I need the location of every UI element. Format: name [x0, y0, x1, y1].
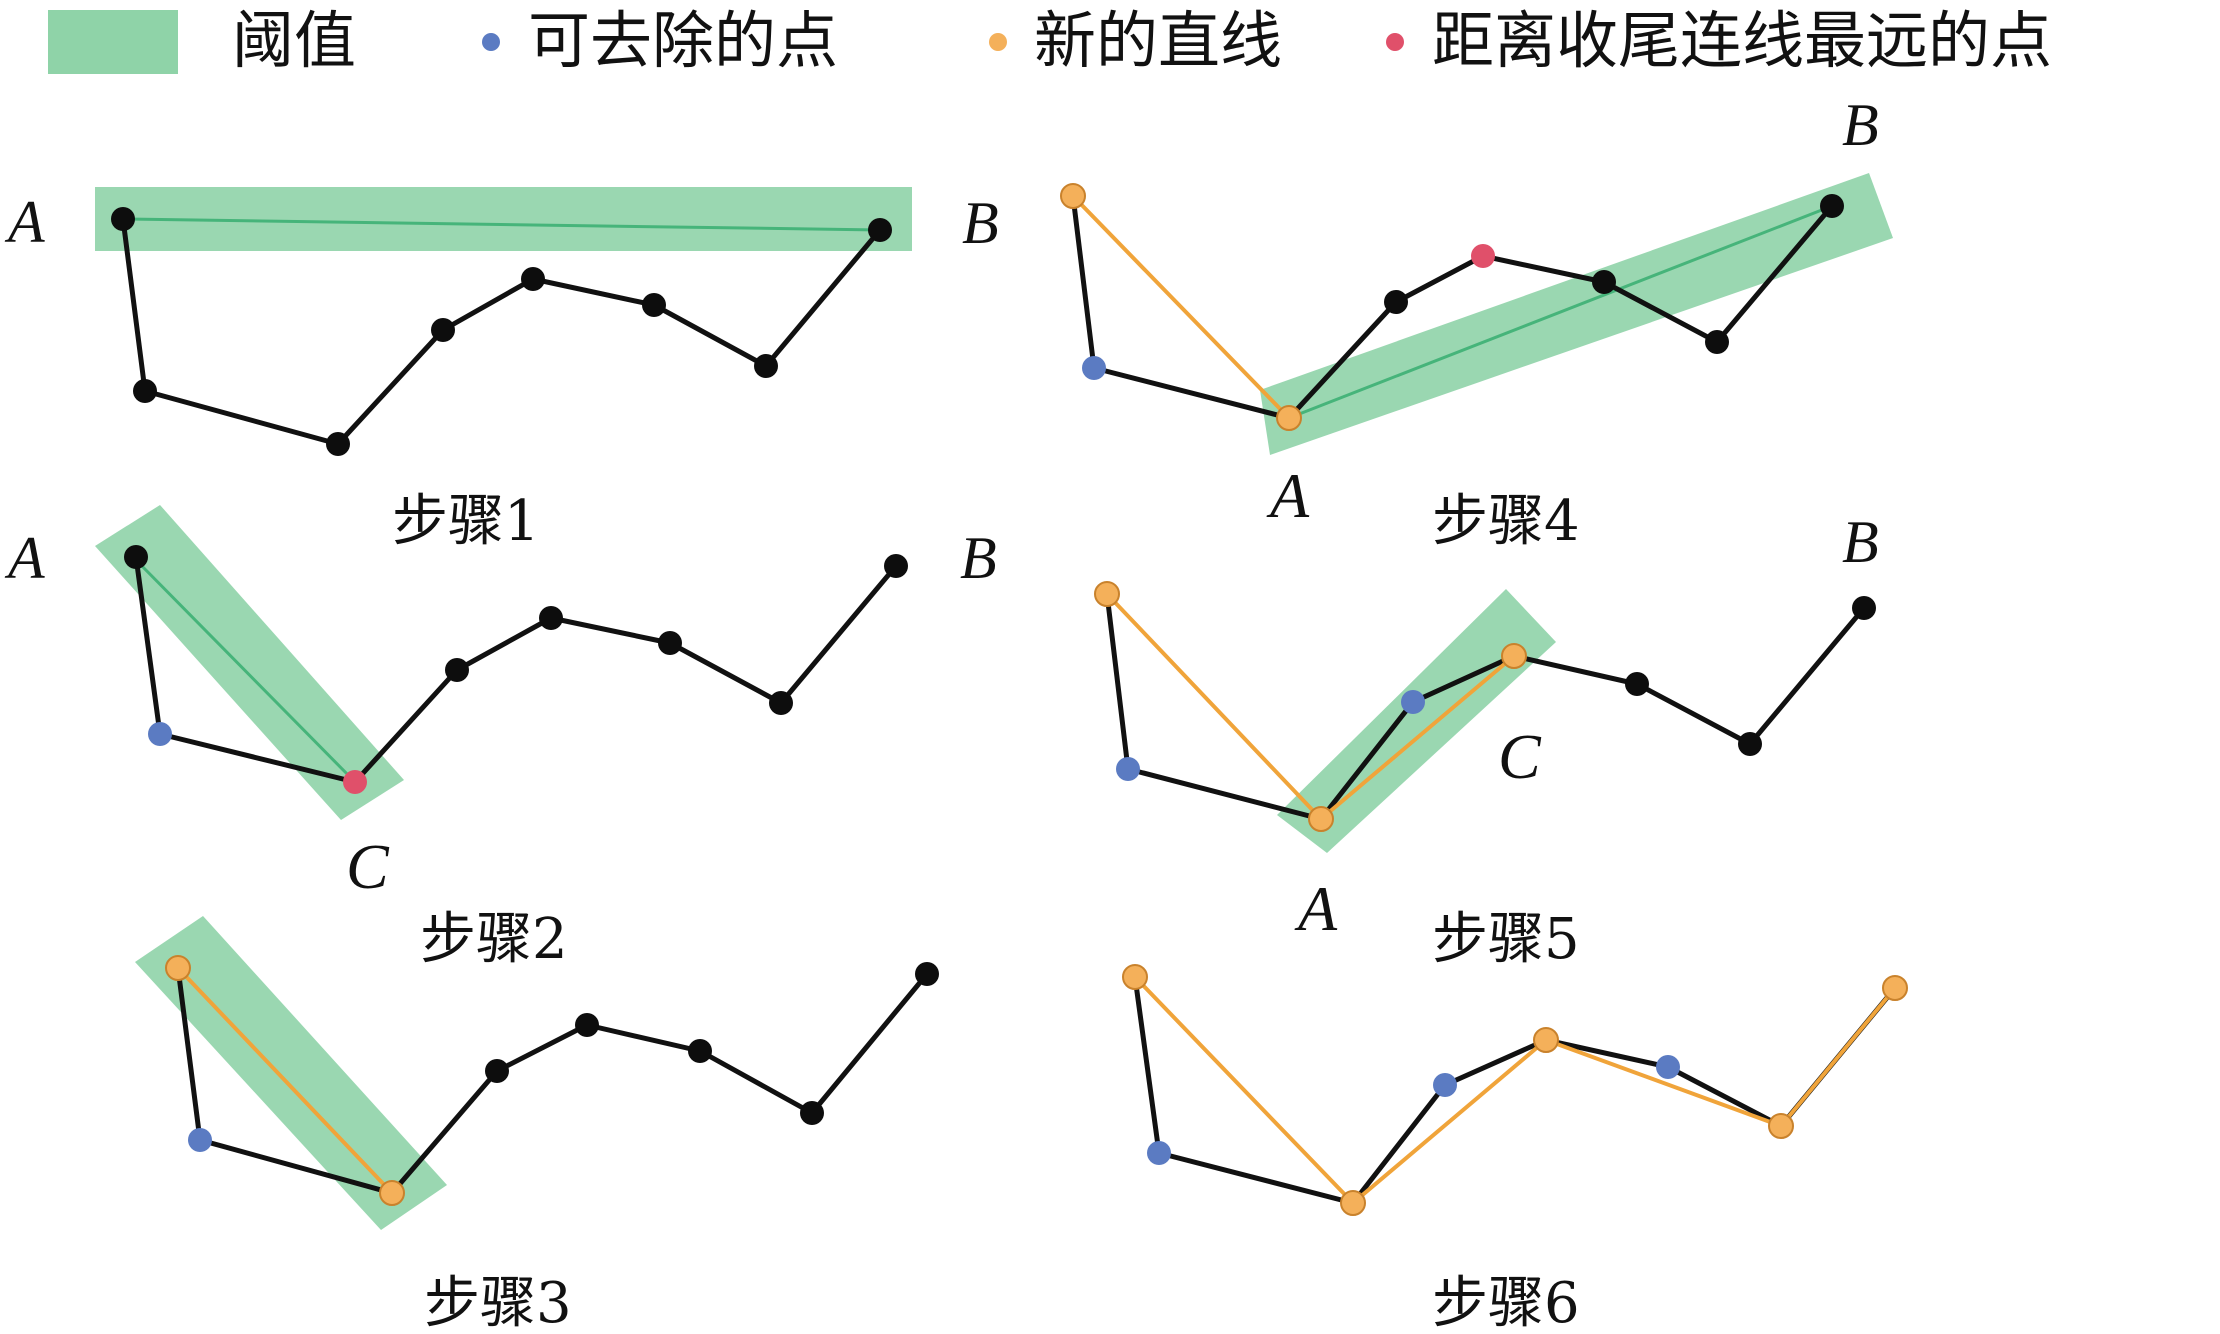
point [326, 432, 350, 456]
new-point [1060, 183, 1086, 209]
point [575, 1013, 599, 1037]
new-line [176, 966, 394, 1195]
new-point [1768, 1113, 1794, 1139]
point [1738, 732, 1762, 756]
legend-threshold-label: 阈值 [232, 4, 356, 77]
step-4-panel: B B A 步骤4 [962, 92, 1893, 554]
removable-point [1656, 1055, 1680, 1079]
step-6-panel: 步骤6 [1122, 964, 1908, 1334]
point [1384, 290, 1408, 314]
legend-new-line-marker [989, 33, 1007, 51]
polyline [120, 218, 882, 447]
legend-removable-marker [482, 33, 500, 51]
label-b-left: B [962, 190, 999, 256]
point [521, 267, 545, 291]
step-2-caption: 步骤2 [420, 907, 568, 972]
threshold-axis [134, 558, 357, 784]
label-a: A [1294, 873, 1338, 944]
threshold-axis [1288, 204, 1833, 420]
label-a: A [4, 189, 45, 255]
legend-threshold-swatch [48, 10, 178, 74]
point-b [1820, 194, 1844, 218]
point [754, 354, 778, 378]
label-b: B [960, 525, 997, 591]
point [642, 293, 666, 317]
step-3-caption: 步骤3 [424, 1271, 572, 1334]
polyline [1070, 195, 1834, 421]
point [539, 606, 563, 630]
point-b [884, 554, 908, 578]
point [133, 379, 157, 403]
label-b: B [1842, 509, 1879, 575]
point [1705, 330, 1729, 354]
new-point-c [1501, 643, 1527, 669]
point [769, 691, 793, 715]
removable-point [148, 722, 172, 746]
new-point [1882, 975, 1908, 1001]
threshold-band [135, 916, 447, 1230]
legend: 阈值 可去除的点 新的直线 距离收尾连线最远的点 [48, 4, 2052, 77]
removable-point [188, 1128, 212, 1152]
label-b-right: B [1842, 92, 1879, 158]
new-line [1071, 194, 1291, 420]
removable-point [1433, 1073, 1457, 1097]
threshold-band [1260, 173, 1893, 455]
step-2-panel: A B C 步骤2 [4, 505, 997, 972]
new-point [1340, 1190, 1366, 1216]
removable-point [1147, 1141, 1171, 1165]
step-4-caption: 步骤4 [1432, 489, 1580, 554]
label-a: A [1266, 460, 1310, 531]
step-5-caption: 步骤5 [1432, 907, 1580, 972]
new-point [1094, 581, 1120, 607]
polyline [133, 556, 898, 785]
point [800, 1101, 824, 1125]
point [1592, 270, 1616, 294]
point-b [1852, 596, 1876, 620]
farthest-point [1471, 244, 1495, 268]
legend-new-line-label: 新的直线 [1034, 4, 1282, 77]
threshold-band [95, 505, 404, 820]
polyline [1104, 593, 1866, 822]
label-c: C [346, 831, 390, 902]
point [688, 1039, 712, 1063]
point [485, 1059, 509, 1083]
threshold-axis [122, 217, 881, 232]
point [868, 218, 892, 242]
farthest-point-c [343, 770, 367, 794]
new-point-a [1276, 405, 1302, 431]
threshold-band [95, 187, 912, 251]
new-point [165, 955, 191, 981]
point-a [124, 545, 148, 569]
new-point [379, 1180, 405, 1206]
point [915, 962, 939, 986]
removable-point [1116, 757, 1140, 781]
point [1625, 672, 1649, 696]
new-line [1133, 975, 1897, 1206]
new-point [1533, 1027, 1559, 1053]
label-c: C [1498, 721, 1542, 792]
polyline [175, 967, 929, 1196]
point-a [111, 207, 135, 231]
step-6-caption: 步骤6 [1432, 1271, 1580, 1334]
new-point [1122, 964, 1148, 990]
step-1-panel: A 步骤1 [4, 187, 912, 554]
step-5-panel: B C A 步骤5 [1094, 509, 1879, 972]
legend-farthest-label: 距离收尾连线最远的点 [1432, 4, 2052, 77]
legend-farthest-marker [1386, 33, 1404, 51]
point [445, 658, 469, 682]
polyline [1132, 976, 1897, 1206]
label-a: A [4, 525, 45, 591]
step-1-caption: 步骤1 [392, 489, 540, 554]
legend-removable-label: 可去除的点 [528, 4, 838, 77]
removable-point [1082, 356, 1106, 380]
step-3-panel: 步骤3 [135, 916, 939, 1334]
removable-point [1401, 690, 1425, 714]
point [658, 631, 682, 655]
point [431, 318, 455, 342]
new-point-a [1308, 806, 1334, 832]
